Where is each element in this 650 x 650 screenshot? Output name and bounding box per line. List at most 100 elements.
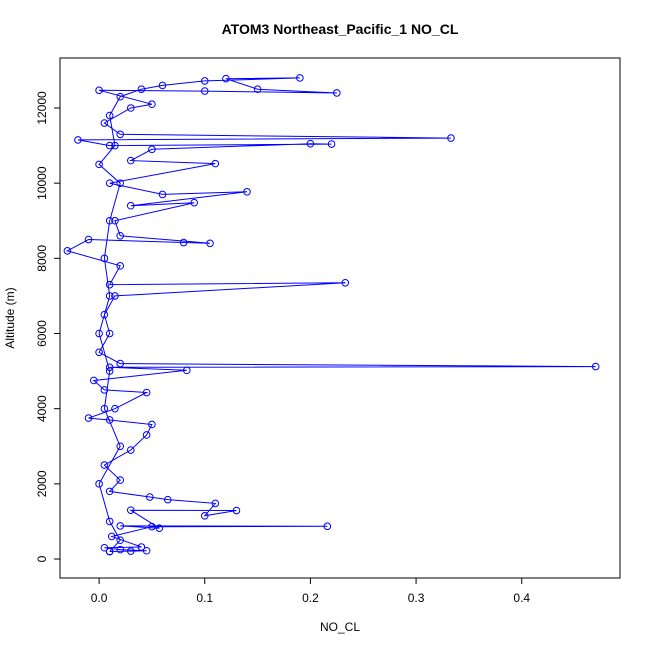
data-point	[200, 511, 209, 520]
y-tick-label: 2000	[35, 470, 49, 497]
y-tick-label: 8000	[35, 245, 49, 272]
data-point	[116, 536, 125, 545]
y-tick-label: 12000	[35, 91, 49, 125]
data-point	[341, 278, 350, 287]
data-point	[100, 386, 109, 394]
data-point	[232, 506, 241, 515]
data-point	[116, 476, 125, 484]
data-point	[95, 329, 103, 338]
data-point	[148, 522, 156, 531]
data-point	[105, 517, 114, 526]
x-tick-label: 0.0	[91, 591, 108, 605]
data-point	[105, 367, 114, 375]
data-point	[90, 376, 98, 385]
y-tick-label: 4000	[35, 395, 49, 422]
data-point	[111, 404, 119, 413]
data-point	[95, 86, 103, 95]
data-point	[111, 141, 119, 150]
data-point	[63, 247, 72, 255]
data-point	[107, 532, 116, 541]
data-point	[142, 431, 151, 439]
x-tick-label: 0.4	[513, 591, 530, 605]
data-point	[137, 85, 146, 93]
data-point	[206, 239, 214, 248]
data-point	[100, 543, 109, 552]
data-point	[142, 388, 151, 397]
data-point	[200, 87, 209, 95]
data-point	[105, 547, 114, 556]
data-point	[105, 111, 114, 120]
data-point	[116, 179, 125, 187]
data-point	[100, 404, 109, 413]
data-point	[146, 493, 154, 501]
data-point	[447, 134, 455, 142]
data-point	[105, 292, 114, 300]
data-point	[327, 140, 336, 148]
data-point	[105, 280, 114, 289]
plot-box	[59, 57, 621, 579]
data-point	[105, 329, 114, 338]
data-point	[179, 238, 188, 247]
data-point	[158, 81, 167, 90]
data-point	[111, 292, 119, 300]
data-point	[148, 420, 156, 429]
data-point	[126, 446, 135, 454]
data-point	[323, 522, 332, 531]
data-point	[182, 366, 191, 375]
data-point	[105, 141, 114, 150]
data-point	[148, 100, 156, 109]
data-point	[158, 190, 167, 199]
data-point	[100, 461, 109, 469]
data-point	[333, 89, 341, 97]
data-point	[211, 159, 220, 168]
data-point	[296, 74, 304, 82]
data-point	[100, 254, 109, 263]
data-point	[116, 442, 125, 451]
data-point	[306, 139, 315, 148]
data-point	[116, 359, 125, 368]
data-point	[200, 77, 209, 85]
data-point	[163, 495, 172, 504]
data-point	[126, 201, 135, 210]
data-point	[126, 156, 135, 165]
x-tick-label: 0.2	[302, 591, 319, 605]
data-point	[95, 160, 103, 169]
y-tick-label: 6000	[35, 320, 49, 347]
data-point	[243, 188, 251, 196]
data-point	[105, 487, 114, 496]
data-point	[105, 216, 114, 225]
data-point	[116, 231, 125, 240]
data-point	[126, 506, 135, 514]
data-point	[111, 216, 119, 225]
data-point	[95, 348, 103, 357]
data-point	[100, 119, 109, 127]
x-tick-label: 0.3	[408, 591, 425, 605]
data-point	[116, 522, 125, 530]
y-tick-label: 0	[35, 555, 49, 562]
x-axis-label: NO_CL	[320, 620, 360, 634]
data-point	[155, 524, 164, 532]
chart-title: ATOM3 Northeast_Pacific_1 NO_CL	[222, 21, 459, 37]
data-point	[74, 136, 82, 144]
y-axis-label: Altitude (m)	[3, 287, 17, 348]
data-point	[137, 543, 146, 551]
data-point	[190, 198, 198, 207]
data-point	[84, 235, 93, 244]
data-point	[126, 104, 135, 112]
data-point	[116, 92, 125, 101]
data-point	[116, 545, 125, 554]
data-point	[105, 179, 114, 187]
data-point	[116, 130, 125, 139]
data-point	[142, 546, 151, 555]
data-point	[105, 416, 114, 424]
data-point	[591, 362, 600, 371]
data-point	[100, 310, 109, 319]
data-point	[211, 499, 220, 508]
y-tick-label: 10000	[35, 166, 49, 200]
data-line	[66, 77, 596, 552]
data-point	[253, 85, 262, 93]
data-point	[148, 145, 156, 154]
data-point	[116, 262, 125, 270]
